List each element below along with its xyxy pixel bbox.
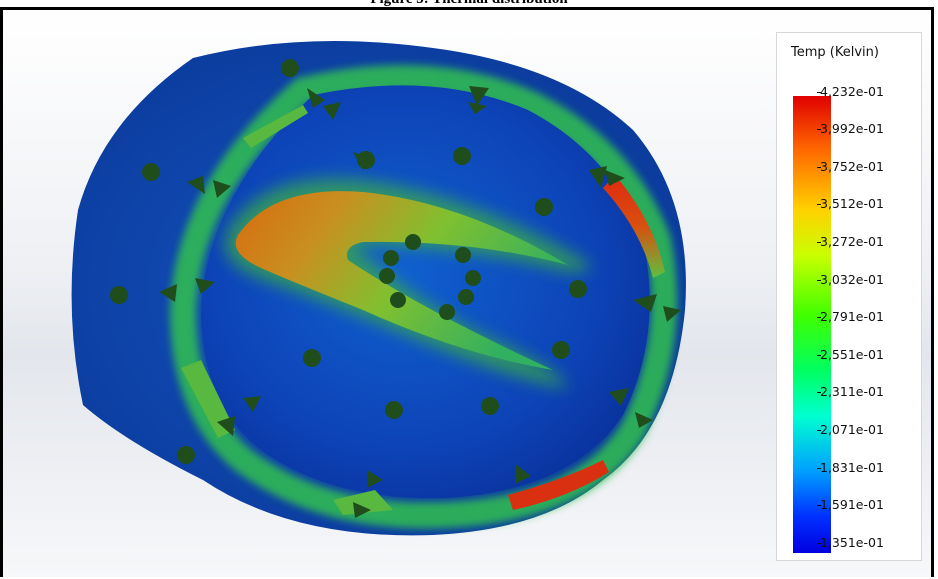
legend-tick: 3,512e-01 (817, 196, 884, 211)
legend-tick: 1,591e-01 (817, 497, 884, 512)
legend-tick: 1,351e-01 (817, 535, 884, 550)
fixture-cones (159, 86, 681, 518)
legend-tick: 2,311e-01 (817, 384, 884, 399)
figure-title: Figure 5: Thermal distribution (0, 0, 938, 8)
ridge-hot (235, 191, 568, 370)
legend-tick: 3,752e-01 (817, 159, 884, 174)
rim-hotspot-right (603, 175, 665, 278)
rim-hotspot-bottom (508, 460, 609, 510)
legend-colorbar (793, 96, 831, 553)
legend-tick: 2,071e-01 (817, 422, 884, 437)
side-tab-bottom (333, 490, 393, 515)
legend-title: Temp (Kelvin) (791, 45, 879, 60)
legend-tick: 4,232e-01 (817, 84, 884, 99)
legend-tick: 3,032e-01 (817, 272, 884, 287)
legend-tick: 2,791e-01 (817, 309, 884, 324)
temperature-legend: Temp (Kelvin) 4,232e-01 3,992e-01 3,752e… (776, 32, 922, 561)
fixture-markers (110, 59, 587, 464)
side-tab-left (181, 360, 235, 438)
legend-tick: 2,551e-01 (817, 347, 884, 362)
legend-tick: 3,272e-01 (817, 234, 884, 249)
legend-tick: 3,992e-01 (817, 121, 884, 136)
legend-tick: 1,831e-01 (817, 460, 884, 475)
side-tab-top (243, 105, 308, 148)
graphics-viewport-frame: Temp (Kelvin) 4,232e-01 3,992e-01 3,752e… (0, 7, 934, 577)
